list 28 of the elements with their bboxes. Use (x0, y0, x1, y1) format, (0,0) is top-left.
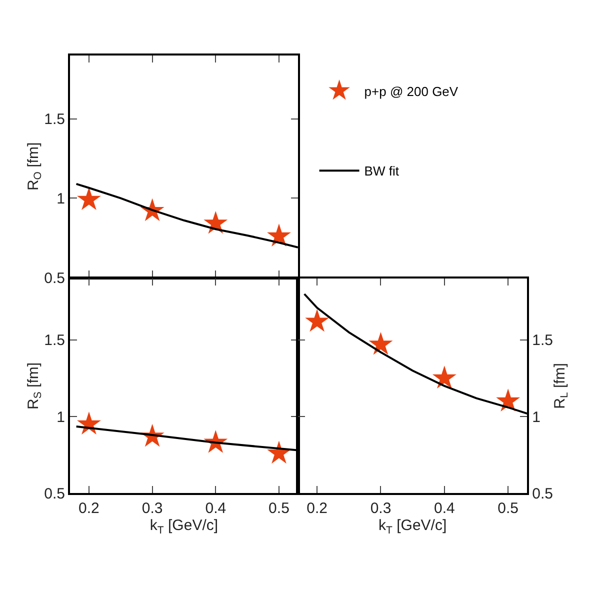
y-tick-label: 0.5 (44, 270, 65, 287)
point (267, 224, 291, 246)
x-axis-title: k$_{T}$ [GeV/c] (378, 517, 447, 536)
x-tick-label: 0.4 (205, 500, 226, 518)
point (496, 388, 520, 412)
x-tick-label: 0.2 (78, 500, 100, 518)
x-axis-title: k$_{T}$ [GeV/c] (150, 517, 218, 536)
point (267, 440, 291, 464)
legend-label: p+p @ 200 GeV (364, 84, 458, 99)
y-tick-label: 0.5 (44, 485, 65, 502)
x-tick-label: 0.5 (268, 500, 290, 518)
point (432, 366, 456, 388)
x-tick-label: 0.2 (306, 500, 328, 518)
point (368, 332, 393, 355)
y2-tick-label: 1.5 (532, 332, 554, 350)
y2-tick-label: 0.5 (532, 485, 554, 502)
y-tick-label: 1.5 (44, 111, 65, 128)
legend-label: BW fit (364, 164, 400, 179)
y2-tick-label: 1 (532, 408, 541, 426)
y-tick-label: 1.5 (44, 332, 65, 350)
x-tick-label: 0.3 (370, 500, 392, 518)
point (76, 187, 101, 210)
x-tick-label: 0.4 (434, 500, 455, 518)
y-tick-label: 1 (56, 408, 65, 426)
x-tick-label: 0.5 (498, 500, 518, 518)
point (305, 308, 330, 332)
y-tick-label: 1 (56, 190, 65, 208)
x-tick-label: 0.3 (142, 500, 163, 518)
